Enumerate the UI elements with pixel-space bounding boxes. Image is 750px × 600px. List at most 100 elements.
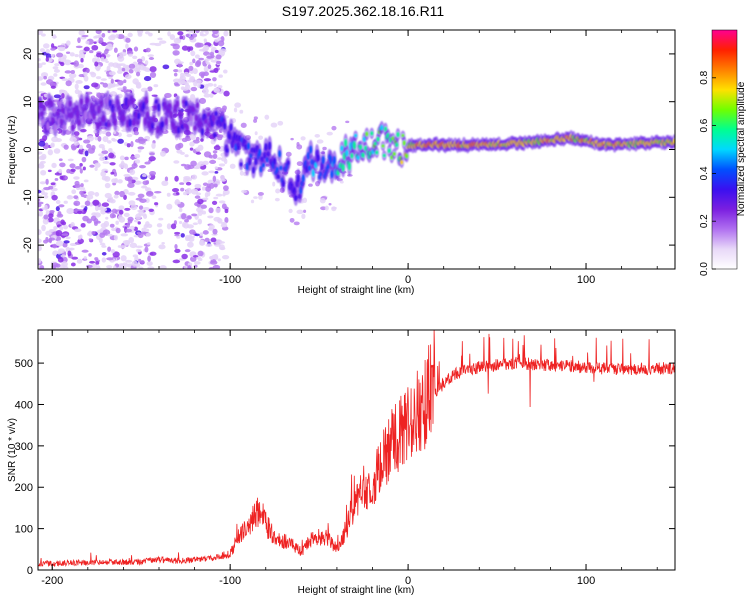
noise-blob xyxy=(202,160,209,166)
noise-blob xyxy=(322,146,327,151)
noise-blob xyxy=(112,62,120,68)
noise-blob xyxy=(179,35,183,40)
colorbar-bar xyxy=(711,29,738,270)
noise-blob xyxy=(213,196,219,200)
noise-blob xyxy=(174,201,181,205)
noise-blob xyxy=(178,137,183,141)
ridge-core xyxy=(321,155,325,165)
noise-blob xyxy=(220,178,227,182)
spectrogram-marks xyxy=(38,30,675,269)
noise-blob xyxy=(60,264,66,269)
noise-blob xyxy=(96,265,101,269)
noise-blob xyxy=(101,130,107,135)
noise-blob xyxy=(65,51,71,55)
noise-blob xyxy=(127,32,133,38)
noise-blob xyxy=(51,194,58,201)
noise-blob xyxy=(158,244,166,250)
noise-blob xyxy=(101,42,108,47)
noise-blob xyxy=(39,265,45,269)
noise-blob xyxy=(129,242,138,249)
noise-blob xyxy=(198,57,205,61)
snr-ytick-label: 300 xyxy=(15,441,33,453)
noise-blob xyxy=(102,136,109,143)
noise-blob xyxy=(201,197,209,201)
noise-blob xyxy=(164,176,169,182)
ridge-core xyxy=(296,174,300,183)
noise-blob xyxy=(185,181,192,186)
noise-blob xyxy=(134,180,142,185)
ridge-core xyxy=(311,169,315,178)
noise-blob xyxy=(79,190,84,195)
noise-blob xyxy=(137,221,141,225)
noise-blob xyxy=(66,168,71,174)
ridge-core xyxy=(380,125,384,131)
noise-blob xyxy=(218,244,225,251)
spectrogram-xlabel: Height of straight line (km) xyxy=(298,285,415,296)
noise-blob xyxy=(166,203,173,210)
ridge-core xyxy=(273,157,277,165)
noise-blob xyxy=(181,87,189,91)
noise-blob xyxy=(69,52,75,57)
noise-blob xyxy=(83,139,91,144)
noise-blob xyxy=(38,213,42,217)
ridge-core xyxy=(157,103,161,112)
ridge-core xyxy=(251,166,256,174)
snr-ytick-label: 0 xyxy=(27,565,33,577)
noise-blob xyxy=(185,33,190,37)
snr-axes: -200 -100 0 100 0 100 200 300 400 500 xyxy=(15,330,675,587)
noise-blob xyxy=(58,168,63,174)
noise-blob xyxy=(64,59,72,66)
ridge-core xyxy=(340,145,344,152)
noise-blob xyxy=(111,138,118,142)
noise-blob xyxy=(190,50,196,57)
spectrogram-xtick-label: 100 xyxy=(577,274,595,286)
noise-blob xyxy=(199,97,207,104)
noise-blob xyxy=(98,237,103,244)
noise-blob xyxy=(148,32,153,37)
noise-blob xyxy=(116,69,123,74)
noise-blob xyxy=(57,248,65,254)
noise-blob xyxy=(117,214,123,221)
noise-blob xyxy=(203,71,209,77)
noise-blob xyxy=(74,54,79,58)
noise-blob xyxy=(77,37,81,44)
noise-blob xyxy=(202,230,209,235)
noise-blob xyxy=(101,32,106,38)
noise-blob xyxy=(328,203,332,206)
noise-blob xyxy=(181,253,188,260)
noise-blob xyxy=(199,232,204,236)
noise-blob xyxy=(124,228,133,233)
noise-blob xyxy=(63,144,69,150)
noise-blob xyxy=(134,153,141,159)
noise-blob xyxy=(39,181,46,185)
noise-blob xyxy=(181,137,188,143)
noise-blob xyxy=(140,138,148,142)
noise-blob xyxy=(48,237,53,244)
noise-blob xyxy=(184,249,191,253)
noise-blob xyxy=(204,237,210,243)
noise-blob xyxy=(132,254,139,258)
noise-blob xyxy=(83,85,90,90)
noise-blob xyxy=(41,224,46,232)
noise-blob xyxy=(108,76,113,80)
noise-blob xyxy=(224,217,229,224)
noise-blob xyxy=(114,190,120,196)
noise-blob xyxy=(203,44,210,51)
noise-blob xyxy=(107,246,112,252)
noise-blob xyxy=(205,243,213,248)
noise-blob xyxy=(181,45,189,51)
noise-blob xyxy=(40,72,49,78)
noise-blob xyxy=(241,189,248,194)
noise-blob xyxy=(70,168,76,173)
ridge-core xyxy=(316,154,320,162)
snr-xtick-label: 0 xyxy=(405,575,411,587)
noise-blob xyxy=(140,185,148,189)
noise-blob xyxy=(199,239,204,246)
noise-blob xyxy=(122,86,127,91)
ridge-core xyxy=(195,102,200,109)
noise-blob xyxy=(106,140,112,144)
noise-blob xyxy=(212,264,221,269)
noise-blob xyxy=(53,69,60,73)
noise-blob xyxy=(124,156,129,161)
